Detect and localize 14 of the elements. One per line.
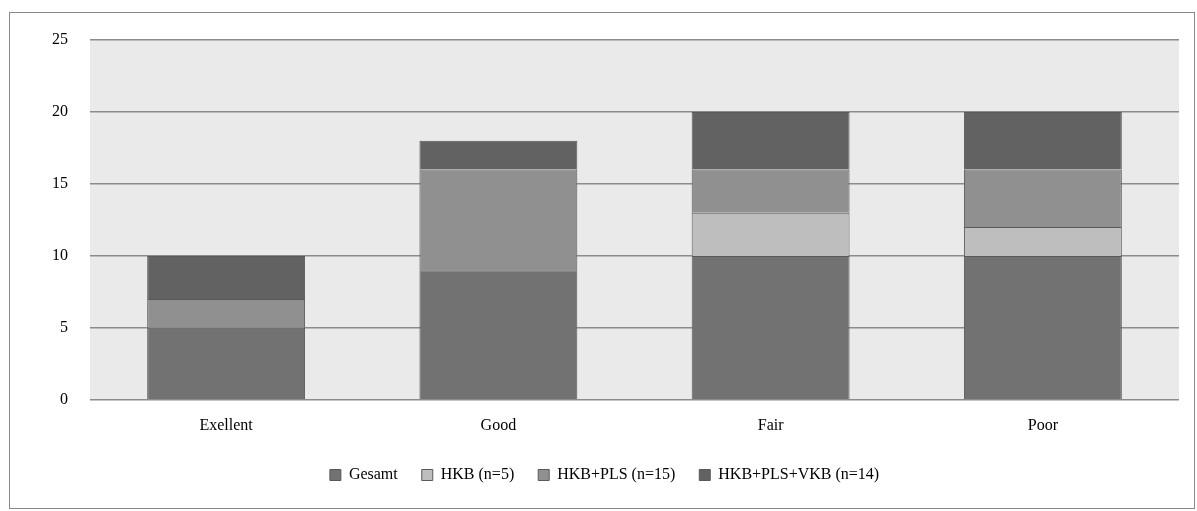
y-tick-label: 0 — [60, 390, 68, 407]
legend-label: HKB+PLS (n=15) — [557, 465, 676, 484]
y-tick-label: 20 — [52, 102, 68, 120]
legend-label: Gesamt — [348, 465, 399, 483]
legend-label: HKB (n=5) — [440, 465, 515, 484]
x-tick-label: Fair — [757, 415, 785, 433]
y-tick-label: 5 — [60, 318, 68, 336]
legend-label: HKB+PLS+VKB (n=14) — [718, 465, 880, 484]
x-tick-label: Exellent — [199, 415, 254, 433]
y-tick-label: 10 — [52, 246, 68, 264]
x-tick-label: Poor — [1027, 415, 1059, 433]
y-tick-label: 15 — [52, 174, 68, 192]
x-tick-label: Good — [480, 415, 517, 433]
y-tick-label: 25 — [52, 30, 68, 48]
